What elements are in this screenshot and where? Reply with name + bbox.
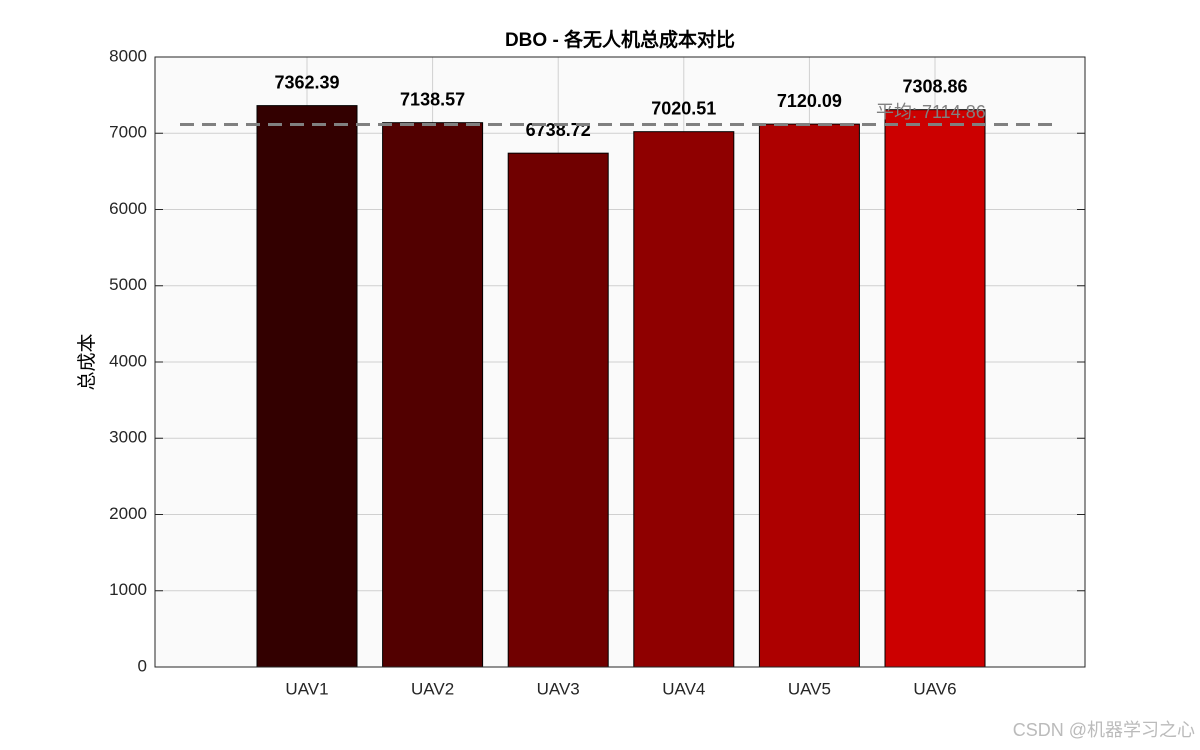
value-label: 7138.57	[400, 89, 465, 109]
y-tick-label: 5000	[109, 275, 147, 294]
y-axis-label: 总成本	[76, 333, 98, 390]
value-label: 6738.72	[526, 120, 591, 140]
bar	[884, 109, 986, 668]
x-tick-label: UAV1	[285, 679, 328, 698]
x-tick-label: UAV6	[913, 679, 956, 698]
value-label: 7362.39	[274, 72, 339, 92]
value-label: 7020.51	[651, 98, 716, 118]
y-tick-label: 8000	[109, 46, 147, 65]
x-tick-label: UAV5	[788, 679, 831, 698]
bar	[507, 152, 609, 668]
y-tick-label: 7000	[109, 123, 147, 142]
y-tick-label: 2000	[109, 504, 147, 523]
bar	[758, 123, 860, 668]
y-tick-label: 6000	[109, 199, 147, 218]
bar	[256, 105, 358, 668]
x-tick-label: UAV2	[411, 679, 454, 698]
axes-box	[154, 56, 1086, 668]
y-tick-label: 3000	[109, 428, 147, 447]
x-tick-label: UAV4	[662, 679, 705, 698]
watermark: CSDN @机器学习之心	[1013, 720, 1195, 740]
value-label: 7120.09	[777, 91, 842, 111]
mean-label: 平均: 7114.86	[876, 102, 986, 122]
y-tick-label: 0	[138, 656, 147, 675]
x-tick-label: UAV3	[537, 679, 580, 698]
value-label: 7308.86	[902, 76, 967, 96]
bar	[633, 131, 735, 668]
y-tick-label: 4000	[109, 351, 147, 370]
y-tick-label: 1000	[109, 580, 147, 599]
chart-title: DBO - 各无人机总成本对比	[505, 28, 735, 51]
bar	[382, 122, 484, 668]
